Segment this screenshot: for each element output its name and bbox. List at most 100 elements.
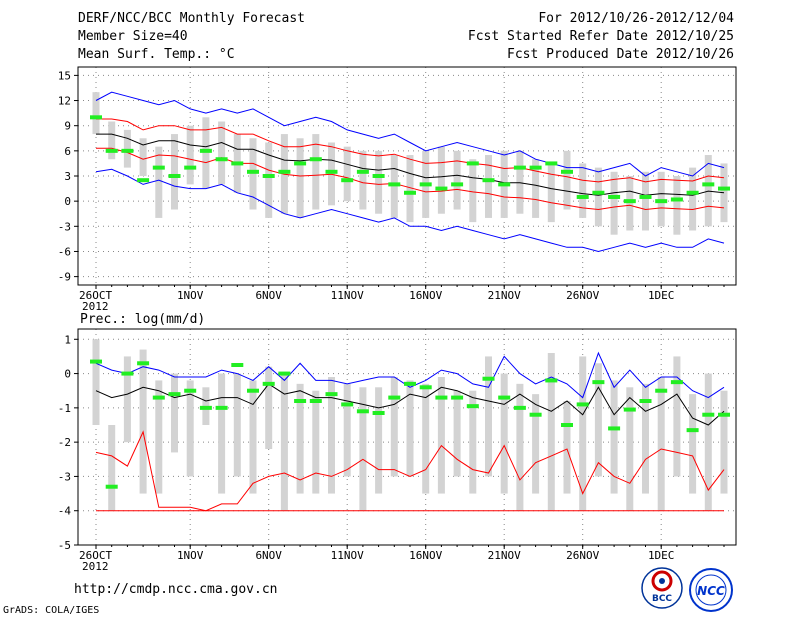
temp-ens-mean-marker-4 (152, 165, 165, 170)
precip-series-median (95, 383, 725, 426)
precip-range-bar-29 (547, 353, 555, 511)
precip-range-bar-36 (657, 377, 665, 511)
temp-ens-mean-marker-20 (404, 190, 416, 195)
temp-range-bar-13 (296, 138, 304, 218)
precip-ens-mean-marker-15 (325, 392, 338, 397)
temp-ens-mean-marker-25 (482, 178, 495, 183)
temp-ens-mean-marker-16 (341, 178, 354, 183)
precip-ens-mean-marker-38 (686, 428, 699, 433)
temp-range-bar-4 (155, 146, 163, 218)
precip-ens-mean-marker-33 (608, 426, 621, 431)
temp-ens-mean-marker-40 (718, 186, 730, 191)
temp-series-q75 (96, 118, 725, 183)
temp-ens-mean-marker-11 (262, 174, 275, 178)
precip-ens-mean-marker-22 (435, 395, 448, 400)
temp-ytick-label-6: 9 (64, 120, 71, 133)
bcc-logo: BCC (641, 567, 683, 609)
precip-xtick-label-2: 6NOV (255, 549, 282, 562)
precip-ens-mean-marker-25 (482, 376, 495, 381)
precipitation-panel: -5 -4 -3 -2 -1 0 1 26OCT 1NOV 6NOV 11NOV 16NOV 21NOV… (58, 328, 737, 573)
temp-range-bar-5 (171, 134, 178, 210)
precip-range-bar-31 (579, 356, 587, 511)
precip-range-bar-18 (375, 387, 383, 494)
precip-range-bar-25 (485, 356, 492, 477)
precip-range-bar-8 (218, 373, 226, 494)
temp-range-bar-8 (218, 121, 226, 185)
temp-year-label: 2012 (82, 300, 109, 313)
precip-range-bar-34 (626, 387, 634, 511)
precip-range-bar-35 (642, 383, 649, 494)
precip-ens-mean-marker-24 (466, 404, 479, 409)
temp-range-bar-3 (139, 138, 147, 176)
temp-ens-mean-marker-3 (137, 178, 150, 183)
temp-range-bar-37 (673, 176, 681, 235)
temp-range-bar-31 (579, 163, 587, 218)
precip-ens-mean-marker-30 (561, 423, 573, 427)
precip-ens-mean-marker-5 (168, 392, 181, 397)
temp-ens-mean-marker-29 (545, 161, 558, 166)
temp-range-bar-32 (594, 167, 602, 227)
precip-range-bar-6 (186, 380, 194, 477)
temperature-panel: -9 -6 -3 0 3 6 9 12 15 26OCT 1NOV 6NOV 11NOV 16NOV 21N… (58, 66, 737, 313)
precip-panel-title: Prec.: log(mm/d) (80, 312, 205, 327)
temp-xtick-label-4: 16NOV (409, 289, 442, 302)
precip-range-bar-0 (92, 339, 100, 425)
temp-range-bar-22 (437, 146, 445, 214)
precip-range-bar-33 (610, 380, 618, 494)
ncc-logo: NCC (689, 568, 733, 612)
precip-ens-mean-marker-27 (513, 405, 526, 410)
ncc-logo-label: NCC (697, 584, 725, 598)
forecast-produced-label: Fcst Produced Date 2012/10/26 (507, 47, 734, 62)
precip-ens-mean-marker-19 (388, 395, 401, 400)
temp-ens-mean-marker-33 (608, 194, 621, 199)
precip-range-bar-17 (359, 387, 367, 511)
precip-range-bar-10 (249, 380, 257, 494)
temp-range-bar-29 (547, 163, 555, 223)
precip-range-bar-40 (720, 390, 728, 494)
temp-range-bar-38 (689, 167, 697, 231)
precip-xtick-label-6: 26NOV (566, 549, 599, 562)
temp-ens-mean-marker-30 (561, 169, 573, 174)
temp-xtick-label-5: 21NOV (488, 289, 521, 302)
precip-ens-mean-marker-8 (215, 405, 228, 410)
temp-range-bar-16 (343, 146, 351, 202)
precip-ens-mean-marker-34 (623, 407, 636, 412)
temp-ens-mean-marker-27 (513, 165, 526, 170)
precip-plot-frame (77, 328, 737, 546)
precip-ens-mean-marker-26 (498, 395, 511, 400)
temp-ytick-label-4: 3 (64, 170, 71, 183)
precip-series-max (95, 351, 725, 399)
temp-series-max (95, 91, 725, 177)
forecast-period-label: For 2012/10/26-2012/12/04 (538, 11, 734, 26)
precip-range-bar-20 (406, 380, 414, 477)
temp-range-bar-34 (626, 176, 634, 231)
temp-range-bar-11 (265, 142, 273, 218)
temp-range-bar-14 (312, 134, 320, 210)
temp-ens-mean-marker-2 (121, 148, 134, 153)
temp-range-bar-19 (390, 155, 398, 218)
precip-ens-mean-marker-1 (105, 484, 118, 489)
temp-ytick-label-8: 15 (58, 69, 71, 82)
precip-ytick-label-4: -1 (58, 402, 71, 415)
precip-ens-mean-marker-11 (262, 381, 275, 386)
temp-ytick-label-5: 6 (64, 145, 71, 158)
temp-ens-mean-marker-8 (215, 157, 228, 162)
precip-ens-mean-marker-32 (592, 380, 605, 385)
precip-range-bar-16 (343, 383, 351, 477)
temp-ens-mean-marker-17 (356, 169, 369, 174)
precip-range-bar-24 (469, 390, 477, 494)
precip-ens-mean-marker-12 (278, 371, 291, 376)
temp-range-bar-7 (202, 117, 210, 189)
temp-range-bar-35 (642, 171, 649, 231)
temp-ytick-label-7: 12 (58, 95, 71, 108)
temp-xtick-label-6: 26NOV (566, 289, 599, 302)
temp-range-bar-25 (485, 155, 492, 218)
temp-range-bar-24 (469, 159, 477, 223)
precip-xtick-label-1: 1NOV (177, 549, 204, 562)
source-url: http://cmdp.ncc.cma.gov.cn (74, 582, 278, 597)
temp-range-bar-2 (123, 129, 131, 168)
temp-range-bar-17 (359, 150, 367, 210)
temp-range-bar-33 (610, 171, 618, 235)
temp-ytick-label-0: -9 (58, 271, 71, 284)
